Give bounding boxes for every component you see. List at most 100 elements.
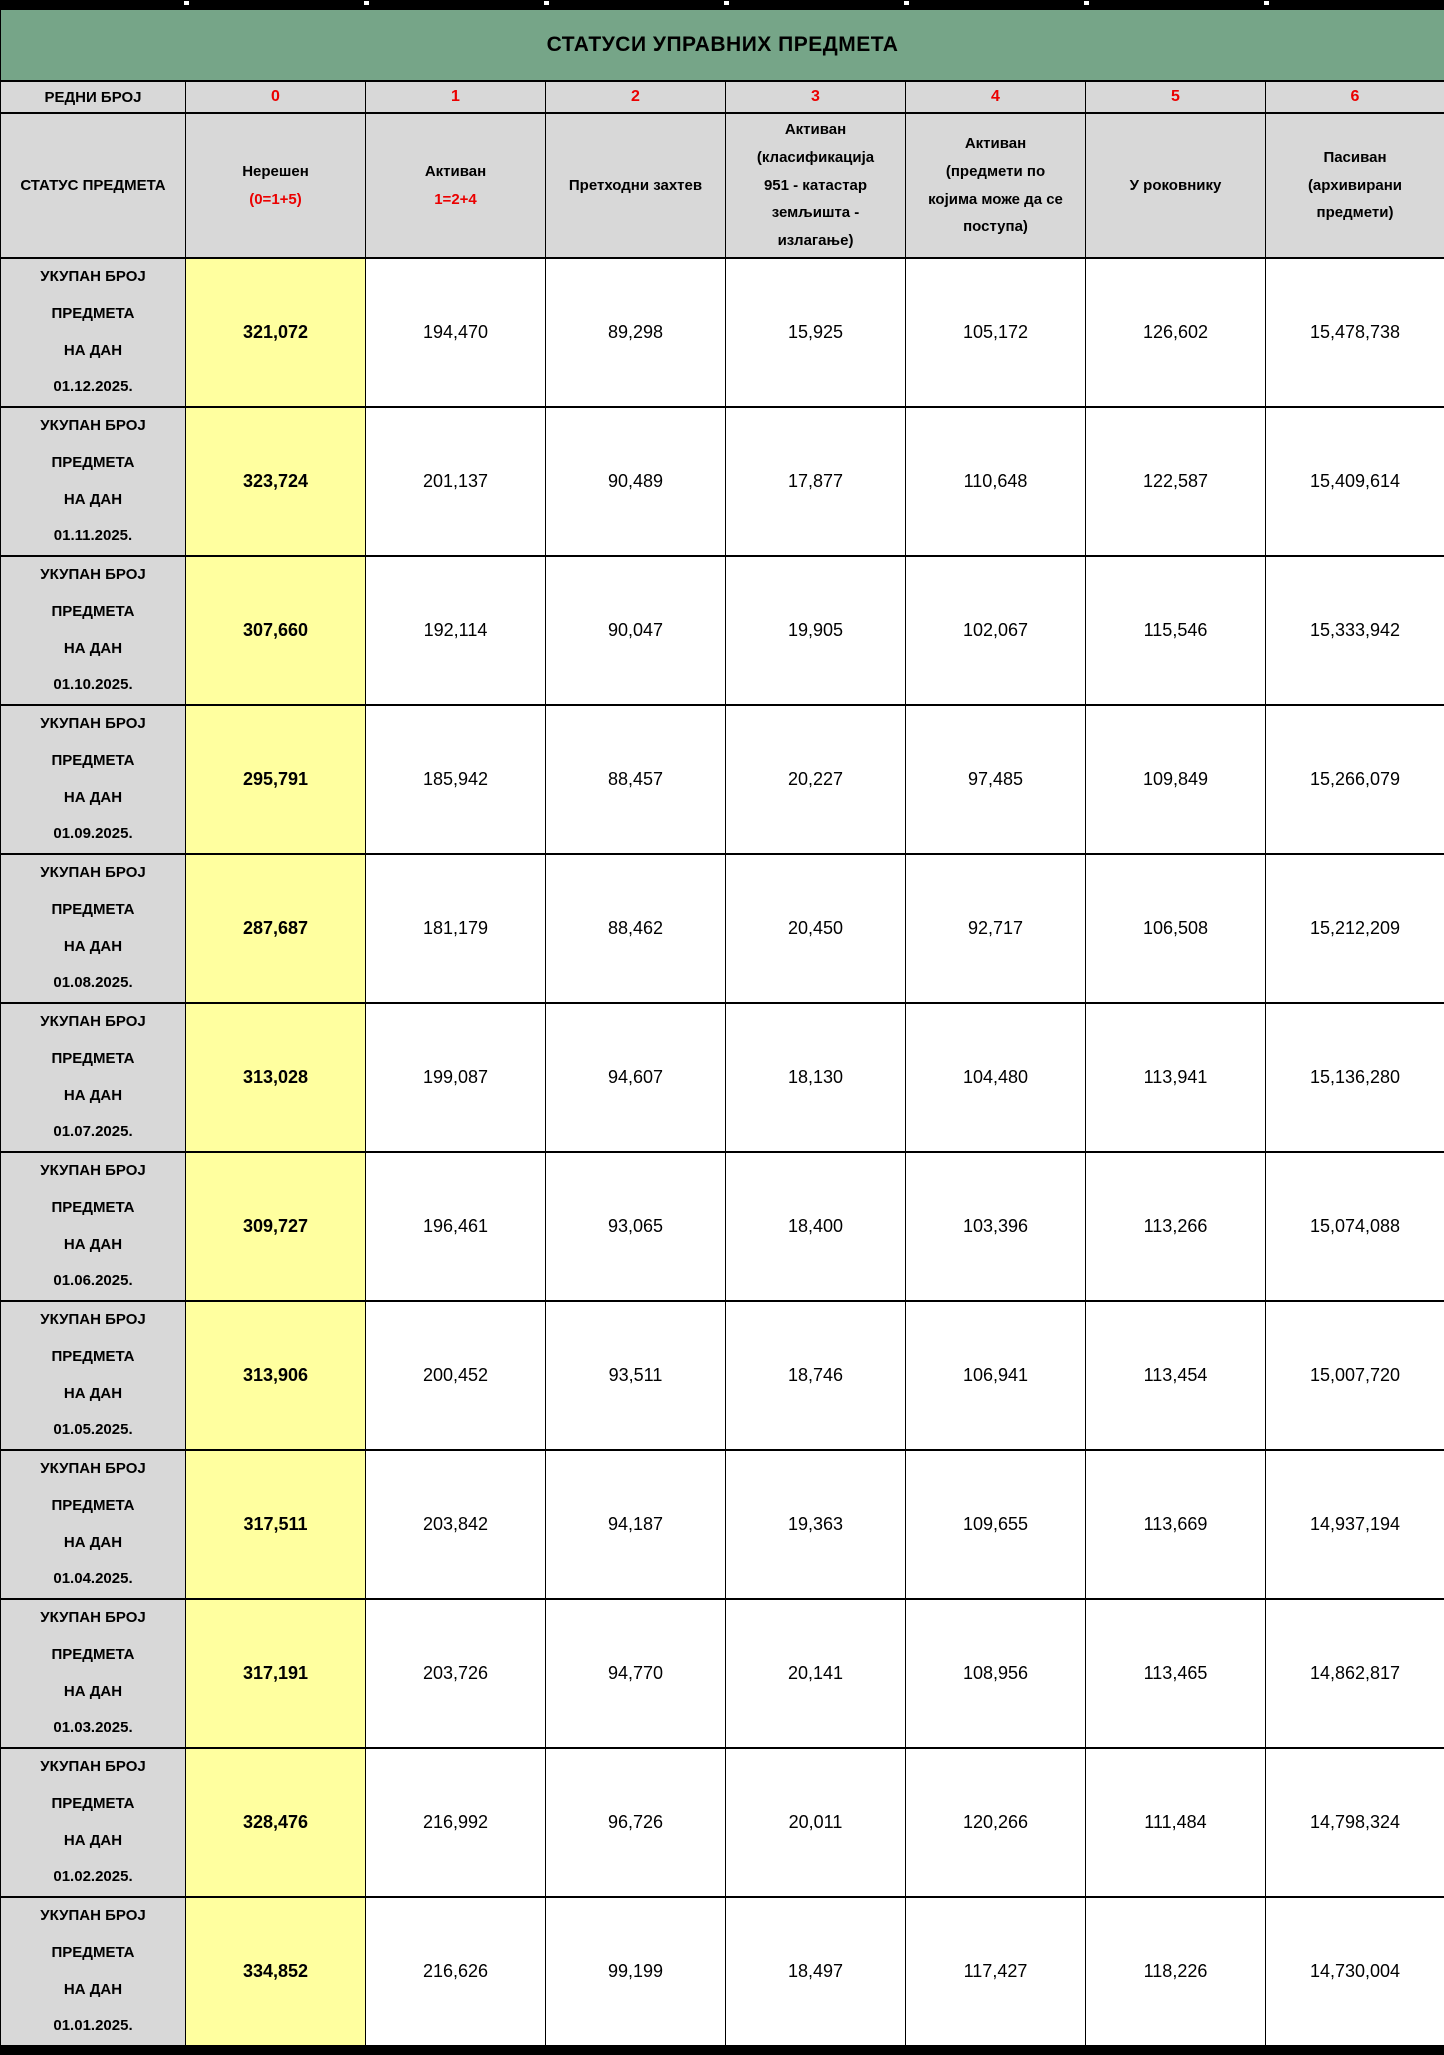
value-cell: 20,227 bbox=[726, 705, 906, 854]
row-label-line: НА ДАН bbox=[1, 1227, 185, 1264]
gridline-tick bbox=[544, 1, 549, 5]
column-header-active: Активан 1=2+4 bbox=[366, 113, 546, 258]
value-cell: 14,937,194 bbox=[1266, 1450, 1444, 1599]
header-line: излагање) bbox=[726, 227, 905, 255]
header-line: У роковнику bbox=[1086, 172, 1265, 200]
value-cell: 109,849 bbox=[1086, 705, 1266, 854]
row-label-line: ПРЕДМЕТА bbox=[1, 892, 185, 929]
value-cell: 216,992 bbox=[366, 1748, 546, 1897]
gridline-tick bbox=[1264, 1, 1269, 5]
unresolved-count-cell: 309,727 bbox=[186, 1152, 366, 1301]
value-cell: 88,457 bbox=[546, 705, 726, 854]
gridline-tick bbox=[184, 1, 189, 5]
value-cell: 113,465 bbox=[1086, 1599, 1266, 1748]
value-cell: 106,508 bbox=[1086, 854, 1266, 1003]
value-cell: 108,956 bbox=[906, 1599, 1086, 1748]
ordinal-number-row: РЕДНИ БРОЈ 0 1 2 3 4 5 6 bbox=[1, 81, 1444, 113]
row-label-line: ПРЕДМЕТА bbox=[1, 445, 185, 482]
value-cell: 96,726 bbox=[546, 1748, 726, 1897]
value-cell: 122,587 bbox=[1086, 407, 1266, 556]
column-index-6: 6 bbox=[1266, 81, 1444, 113]
row-label-line: НА ДАН bbox=[1, 1525, 185, 1562]
row-label-line: УКУПАН БРОЈ bbox=[1, 1898, 185, 1935]
value-cell: 15,925 bbox=[726, 258, 906, 407]
value-cell: 15,212,209 bbox=[1266, 854, 1444, 1003]
row-label-line: ПРЕДМЕТА bbox=[1, 1190, 185, 1227]
header-line: земљишта - bbox=[726, 199, 905, 227]
row-label-line: УКУПАН БРОЈ bbox=[1, 1451, 185, 1488]
unresolved-count-cell: 323,724 bbox=[186, 407, 366, 556]
row-label-line: ПРЕДМЕТА bbox=[1, 1488, 185, 1525]
row-label-line: УКУПАН БРОЈ bbox=[1, 557, 185, 594]
row-date: 01.05.2025. bbox=[1, 1412, 185, 1449]
row-date: 01.10.2025. bbox=[1, 667, 185, 704]
value-cell: 88,462 bbox=[546, 854, 726, 1003]
row-date: 01.09.2025. bbox=[1, 816, 185, 853]
row-label-line: НА ДАН bbox=[1, 1376, 185, 1413]
row-label-line: ПРЕДМЕТА bbox=[1, 1935, 185, 1972]
row-label-line: НА ДАН bbox=[1, 780, 185, 817]
value-cell: 111,484 bbox=[1086, 1748, 1266, 1897]
value-cell: 90,489 bbox=[546, 407, 726, 556]
value-cell: 105,172 bbox=[906, 258, 1086, 407]
value-cell: 110,648 bbox=[906, 407, 1086, 556]
value-cell: 118,226 bbox=[1086, 1897, 1266, 2046]
value-cell: 115,546 bbox=[1086, 556, 1266, 705]
value-cell: 199,087 bbox=[366, 1003, 546, 1152]
header-line: Претходни захтев bbox=[546, 172, 725, 200]
header-line: Нерешен bbox=[186, 158, 365, 186]
value-cell: 126,602 bbox=[1086, 258, 1266, 407]
row-label-line: ПРЕДМЕТА bbox=[1, 743, 185, 780]
unresolved-count-cell: 321,072 bbox=[186, 258, 366, 407]
row-label-line: УКУПАН БРОЈ bbox=[1, 1153, 185, 1190]
unresolved-count-cell: 317,511 bbox=[186, 1450, 366, 1599]
value-cell: 203,726 bbox=[366, 1599, 546, 1748]
value-cell: 185,942 bbox=[366, 705, 546, 854]
value-cell: 93,065 bbox=[546, 1152, 726, 1301]
value-cell: 18,497 bbox=[726, 1897, 906, 2046]
value-cell: 113,454 bbox=[1086, 1301, 1266, 1450]
value-cell: 20,011 bbox=[726, 1748, 906, 1897]
row-date: 01.03.2025. bbox=[1, 1710, 185, 1747]
column-header-in-calendar: У роковнику bbox=[1086, 113, 1266, 258]
row-label-line: УКУПАН БРОЈ bbox=[1, 1600, 185, 1637]
row-label-line: ПРЕДМЕТА bbox=[1, 1339, 185, 1376]
column-index-4: 4 bbox=[906, 81, 1086, 113]
header-line: 1=2+4 bbox=[366, 186, 545, 214]
row-date: 01.07.2025. bbox=[1, 1114, 185, 1151]
row-label-line: УКУПАН БРОЈ bbox=[1, 1004, 185, 1041]
gridline-tick bbox=[1084, 1, 1089, 5]
value-cell: 90,047 bbox=[546, 556, 726, 705]
header-line: којима може да се bbox=[906, 186, 1085, 214]
column-index-0: 0 bbox=[186, 81, 366, 113]
value-cell: 201,137 bbox=[366, 407, 546, 556]
row-date: 01.12.2025. bbox=[1, 369, 185, 406]
unresolved-count-cell: 328,476 bbox=[186, 1748, 366, 1897]
row-label-line: НА ДАН bbox=[1, 631, 185, 668]
status-header-row: СТАТУС ПРЕДМЕТА Нерешен (0=1+5) Активан … bbox=[1, 113, 1444, 258]
row-label-line: НА ДАН bbox=[1, 333, 185, 370]
value-cell: 103,396 bbox=[906, 1152, 1086, 1301]
column-index-3: 3 bbox=[726, 81, 906, 113]
value-cell: 19,905 bbox=[726, 556, 906, 705]
unresolved-count-cell: 313,028 bbox=[186, 1003, 366, 1152]
row-label-line: НА ДАН bbox=[1, 482, 185, 519]
value-cell: 120,266 bbox=[906, 1748, 1086, 1897]
